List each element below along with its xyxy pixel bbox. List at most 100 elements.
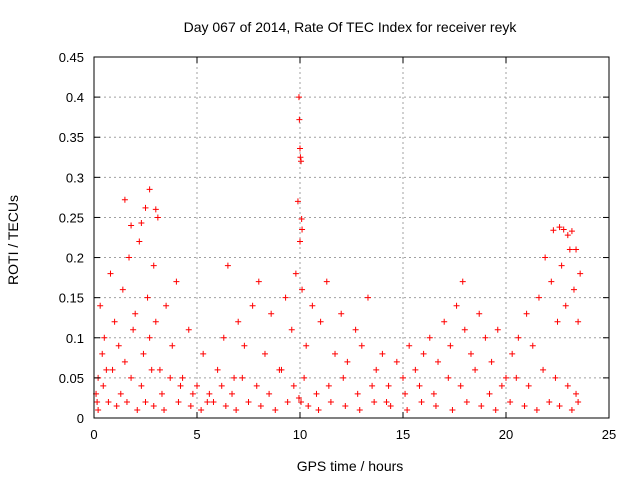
data-point: [556, 402, 563, 409]
data-point: [542, 254, 549, 261]
data-point: [564, 232, 571, 239]
y-tick-labels: 0 0.05 0.1 0.15 0.2 0.25 0.3 0.35 0.4 0.45: [59, 50, 84, 426]
data-point: [123, 398, 130, 405]
y-tick-label: 0: [77, 411, 84, 426]
data-point: [292, 270, 299, 277]
data-point: [298, 216, 305, 223]
data-point: [457, 382, 464, 389]
data-point: [261, 350, 268, 357]
data-point: [568, 228, 575, 235]
data-point: [233, 406, 240, 413]
data-point: [467, 350, 474, 357]
data-point: [99, 350, 106, 357]
data-point: [463, 398, 470, 405]
data-point: [142, 398, 149, 405]
data-point: [573, 390, 580, 397]
data-point: [94, 398, 101, 405]
data-point: [295, 394, 302, 401]
data-point: [509, 350, 516, 357]
data-point: [297, 154, 304, 161]
data-point: [179, 374, 186, 381]
data-point: [142, 204, 149, 211]
y-tick-label: 0.15: [59, 291, 84, 306]
data-point: [459, 278, 466, 285]
data-point: [575, 318, 582, 325]
data-point: [241, 342, 248, 349]
data-point: [194, 382, 200, 389]
data-point: [126, 254, 133, 261]
x-tick-label: 20: [499, 427, 513, 442]
data-point: [529, 342, 536, 349]
data-point: [488, 358, 495, 365]
data-point: [103, 366, 110, 373]
data-point: [503, 374, 509, 381]
data-point: [400, 374, 406, 381]
data-point: [156, 366, 163, 373]
data-point: [299, 226, 306, 233]
data-point: [239, 374, 246, 381]
data-point: [486, 390, 493, 397]
data-point: [303, 342, 310, 349]
data-point: [482, 334, 489, 341]
data-point: [317, 318, 324, 325]
data-point: [119, 286, 126, 293]
data-point: [130, 326, 137, 333]
data-point: [426, 334, 433, 341]
data-point: [97, 302, 104, 309]
x-tick-label: 15: [396, 427, 410, 442]
y-tick-label: 0.3: [66, 170, 84, 185]
data-point: [406, 342, 413, 349]
data-point: [210, 398, 217, 405]
data-point: [204, 398, 211, 405]
data-point: [161, 406, 168, 413]
data-point: [387, 402, 394, 409]
data-point: [498, 382, 505, 389]
data-point: [150, 402, 157, 409]
y-tick-label: 0.45: [59, 50, 84, 65]
data-point: [121, 358, 128, 365]
data-point: [371, 398, 378, 405]
data-point: [288, 326, 295, 333]
data-point: [523, 310, 530, 317]
data-point: [235, 318, 242, 325]
data-point: [158, 390, 165, 397]
data-point: [282, 294, 289, 301]
data-point: [115, 342, 122, 349]
data-point: [525, 382, 532, 389]
data-point: [515, 334, 522, 341]
data-point: [327, 398, 334, 405]
data-point: [177, 382, 184, 389]
data-point: [354, 390, 361, 397]
data-point: [272, 406, 279, 413]
data-point: [152, 318, 159, 325]
data-point: [257, 402, 264, 409]
data-point: [441, 318, 448, 325]
data-point: [229, 390, 236, 397]
y-tick-label: 0.4: [66, 90, 84, 105]
data-point: [132, 310, 139, 317]
data-point: [200, 350, 207, 357]
data-point: [323, 278, 330, 285]
data-point: [430, 390, 437, 397]
data-point: [418, 398, 425, 405]
data-point: [175, 398, 182, 405]
data-point: [535, 294, 542, 301]
data-point: [513, 374, 520, 381]
data-point: [315, 406, 322, 413]
data-point: [146, 334, 153, 341]
data-point: [296, 116, 303, 123]
y-tick-label: 0.1: [66, 331, 84, 346]
y-tick-label: 0.25: [59, 210, 84, 225]
x-axis-label: GPS time / hours: [297, 458, 404, 474]
data-point: [461, 326, 468, 333]
data-point: [121, 196, 128, 203]
data-point: [206, 390, 213, 397]
data-point: [404, 406, 411, 413]
data-point: [385, 382, 392, 389]
data-point: [546, 398, 553, 405]
data-point: [564, 382, 571, 389]
data-point: [298, 398, 305, 405]
data-point: [383, 398, 390, 405]
data-point: [577, 270, 584, 277]
data-point: [173, 278, 180, 285]
